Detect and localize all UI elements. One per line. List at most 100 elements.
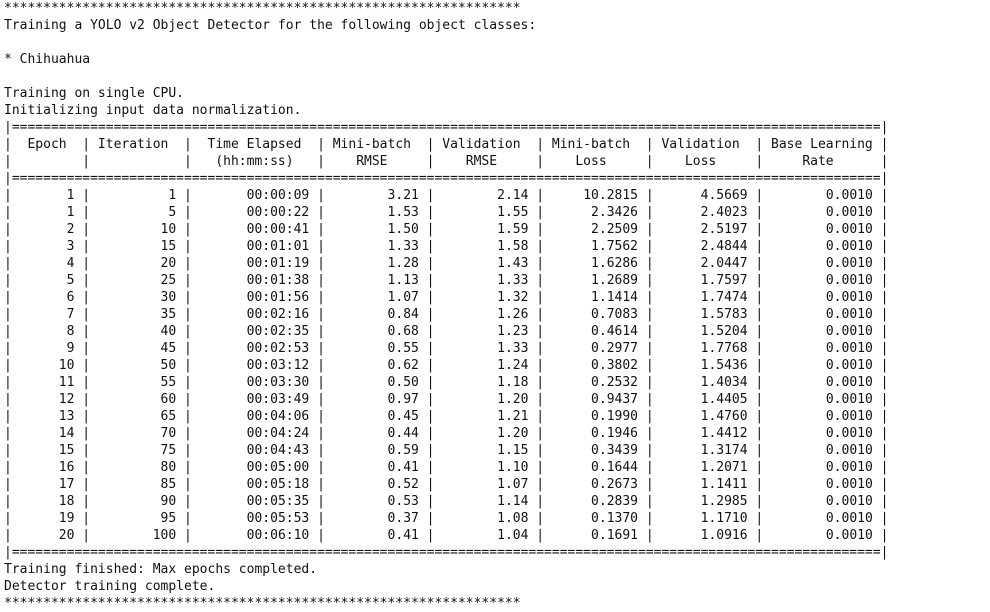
table-cell: 1.43 [434, 256, 537, 271]
table-cell: 1.10 [434, 460, 537, 475]
table-cell: 0.0010 [763, 256, 881, 271]
console-output: ****************************************… [4, 0, 888, 612]
table-cell: 00:03:12 [191, 358, 318, 373]
table-cell: 10 [11, 358, 83, 373]
table-header-row-2: | | | (hh:mm:ss) | RMSE | RMSE | Loss | … [4, 154, 889, 169]
table-cell: 00:04:06 [191, 409, 318, 424]
table-cell: 1.04 [434, 528, 537, 543]
table-cell: 0.3439 [544, 443, 646, 458]
object-class-item: * Chihuahua [4, 52, 91, 67]
table-row: | 5 | 25 | 00:01:38 | 1.13 | 1.33 | 1.26… [4, 273, 889, 288]
table-cell: 1.2985 [653, 494, 756, 509]
table-cell: 0.1691 [544, 528, 646, 543]
table-row: | 1 | 5 | 00:00:22 | 1.53 | 1.55 | 2.342… [4, 205, 889, 220]
table-cell: 0.45 [324, 409, 427, 424]
blank-line [4, 34, 888, 51]
table-cell: 0.55 [324, 341, 427, 356]
table-cell: 2.5197 [653, 222, 756, 237]
table-cell: 00:01:38 [191, 273, 318, 288]
table-cell: 8 [11, 324, 83, 339]
table-cell: 2 [11, 222, 83, 237]
table-cell: 1.50 [324, 222, 427, 237]
table-cell: 11 [11, 375, 83, 390]
table-cell: 0.0010 [763, 460, 881, 475]
table-cell: 2.2509 [544, 222, 646, 237]
table-cell: 90 [90, 494, 185, 509]
table-cell: 5 [90, 205, 185, 220]
table-cell: 10.2815 [544, 188, 646, 203]
table-border-top: |=======================================… [4, 120, 889, 135]
table-cell: 0.59 [324, 443, 427, 458]
table-cell: 17 [11, 477, 83, 492]
table-cell: 10 [90, 222, 185, 237]
table-cell: 1.53 [324, 205, 427, 220]
table-cell: 0.0010 [763, 477, 881, 492]
table-row: | 3 | 15 | 00:01:01 | 1.33 | 1.58 | 1.75… [4, 239, 889, 254]
table-cell: 0.0010 [763, 324, 881, 339]
stars-separator-bottom: ****************************************… [4, 596, 521, 611]
table-cell: 1.23 [434, 324, 537, 339]
table-cell: 0.2532 [544, 375, 646, 390]
stars-separator-top: ****************************************… [4, 1, 521, 16]
table-row: | 10 | 50 | 00:03:12 | 0.62 | 1.24 | 0.3… [4, 358, 889, 373]
table-cell: 1.18 [434, 375, 537, 390]
table-cell: 0.44 [324, 426, 427, 441]
table-cell: 1.5204 [653, 324, 756, 339]
table-row: | 13 | 65 | 00:04:06 | 0.45 | 1.21 | 0.1… [4, 409, 889, 424]
table-cell: 0.52 [324, 477, 427, 492]
table-row: | 11 | 55 | 00:03:30 | 0.50 | 1.18 | 0.2… [4, 375, 889, 390]
table-row: | 8 | 40 | 00:02:35 | 0.68 | 1.23 | 0.46… [4, 324, 889, 339]
table-cell: 70 [90, 426, 185, 441]
table-cell: 0.9437 [544, 392, 646, 407]
table-cell: 00:03:30 [191, 375, 318, 390]
table-cell: 1.07 [324, 290, 427, 305]
table-cell: 45 [90, 341, 185, 356]
table-cell: 1.1414 [544, 290, 646, 305]
table-cell: 00:00:22 [191, 205, 318, 220]
table-cell: 0.2977 [544, 341, 646, 356]
table-cell: 1 [11, 205, 83, 220]
table-row: | 4 | 20 | 00:01:19 | 1.28 | 1.43 | 1.62… [4, 256, 889, 271]
table-cell: 20 [90, 256, 185, 271]
table-header-row-1: | Epoch | Iteration | Time Elapsed | Min… [4, 137, 889, 152]
table-cell: 0.0010 [763, 426, 881, 441]
table-row: | 14 | 70 | 00:04:24 | 0.44 | 1.20 | 0.1… [4, 426, 889, 441]
table-cell: 1.5436 [653, 358, 756, 373]
table-cell: 1.32 [434, 290, 537, 305]
footer-line-finished: Training finished: Max epochs completed. [4, 562, 318, 577]
table-cell: 3 [11, 239, 83, 254]
table-cell: 4 [11, 256, 83, 271]
table-cell: 1.4405 [653, 392, 756, 407]
table-cell: 15 [11, 443, 83, 458]
table-cell: 00:02:53 [191, 341, 318, 356]
table-cell: 00:01:19 [191, 256, 318, 271]
table-row: | 1 | 1 | 00:00:09 | 3.21 | 2.14 | 10.28… [4, 188, 889, 203]
table-cell: 60 [90, 392, 185, 407]
table-cell: 0.0010 [763, 409, 881, 424]
table-body: | 1 | 1 | 00:00:09 | 3.21 | 2.14 | 10.28… [4, 187, 888, 544]
table-cell: 0.0010 [763, 188, 881, 203]
table-cell: 30 [90, 290, 185, 305]
table-cell: 1.1710 [653, 511, 756, 526]
table-cell: 1.6286 [544, 256, 646, 271]
table-cell: 00:04:24 [191, 426, 318, 441]
table-cell: 0.0010 [763, 494, 881, 509]
training-title: Training a YOLO v2 Object Detector for t… [4, 18, 537, 33]
table-cell: 1.0916 [653, 528, 756, 543]
table-cell: 0.41 [324, 528, 427, 543]
table-cell: 0.84 [324, 307, 427, 322]
table-cell: 13 [11, 409, 83, 424]
table-cell: 1 [90, 188, 185, 203]
table-cell: 00:04:43 [191, 443, 318, 458]
table-cell: 1.15 [434, 443, 537, 458]
table-cell: 0.0010 [763, 307, 881, 322]
table-cell: 75 [90, 443, 185, 458]
table-cell: 3.21 [324, 188, 427, 203]
table-cell: 1.55 [434, 205, 537, 220]
table-cell: 0.97 [324, 392, 427, 407]
table-cell: 1.07 [434, 477, 537, 492]
table-cell: 00:03:49 [191, 392, 318, 407]
table-row: | 9 | 45 | 00:02:53 | 0.55 | 1.33 | 0.29… [4, 341, 889, 356]
table-cell: 2.3426 [544, 205, 646, 220]
status-line-normalization: Initializing input data normalization. [4, 103, 302, 118]
